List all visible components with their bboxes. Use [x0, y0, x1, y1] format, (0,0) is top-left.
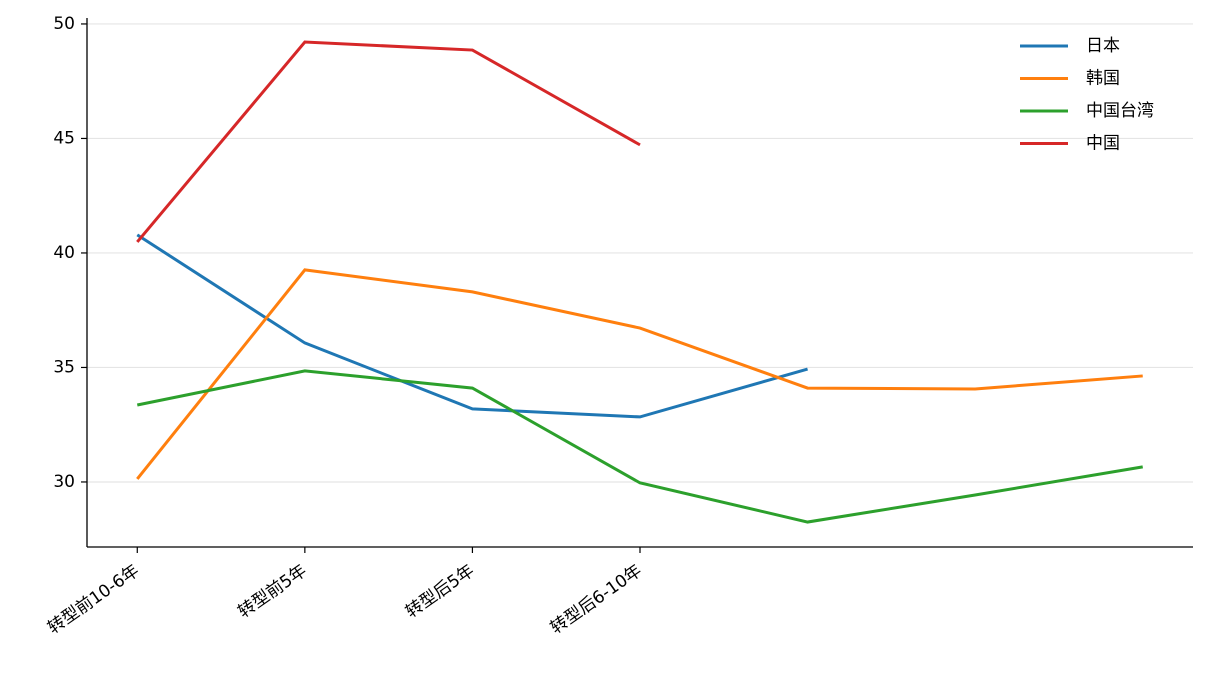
x-tick-label: 转型前10-6年 — [44, 561, 143, 639]
legend-label: 中国 — [1086, 134, 1120, 154]
y-tick-label: 30 — [53, 472, 75, 492]
x-tick-label: 转型前5年 — [235, 561, 311, 623]
y-tick-label: 35 — [53, 357, 75, 377]
y-tick-label: 50 — [53, 14, 75, 34]
legend-label: 日本 — [1086, 36, 1120, 56]
legend-label: 中国台湾 — [1086, 101, 1154, 121]
series-line — [136, 369, 1143, 524]
series-line — [136, 40, 641, 243]
series-line — [136, 268, 1143, 480]
legend-label: 韩国 — [1086, 69, 1120, 89]
series-line — [136, 233, 808, 419]
y-tick-label: 40 — [53, 243, 75, 263]
x-tick-label: 转型后6-10年 — [547, 561, 646, 639]
x-tick-label: 转型后5年 — [402, 561, 478, 623]
y-tick-label: 45 — [53, 128, 75, 148]
